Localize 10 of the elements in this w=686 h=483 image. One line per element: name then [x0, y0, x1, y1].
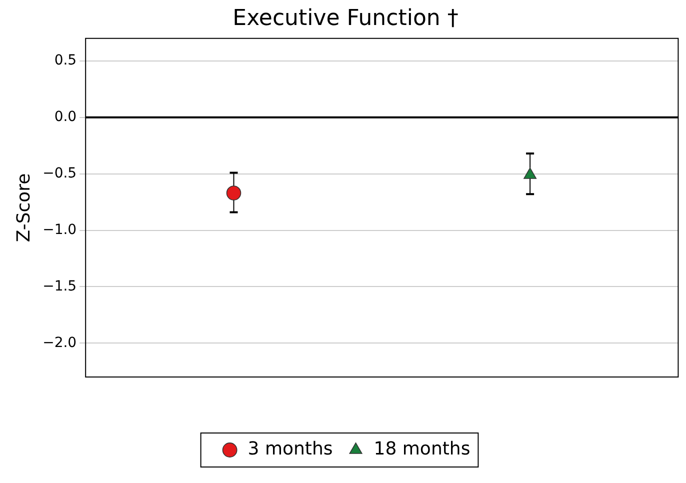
legend-label: 18 months [374, 438, 470, 460]
y-tick-label: −1.5 [42, 278, 77, 294]
legend-label: 3 months [248, 438, 333, 460]
chart-title: Executive Function † [232, 6, 458, 31]
y-tick-label: −0.5 [42, 165, 77, 182]
y-tick-label: 0.5 [54, 52, 77, 69]
y-tick-label: 0.0 [54, 109, 77, 126]
y-tick-label: −1.0 [42, 222, 77, 238]
y-axis-title: Z-Score [13, 173, 34, 242]
y-tick-label: −2.0 [42, 334, 77, 351]
